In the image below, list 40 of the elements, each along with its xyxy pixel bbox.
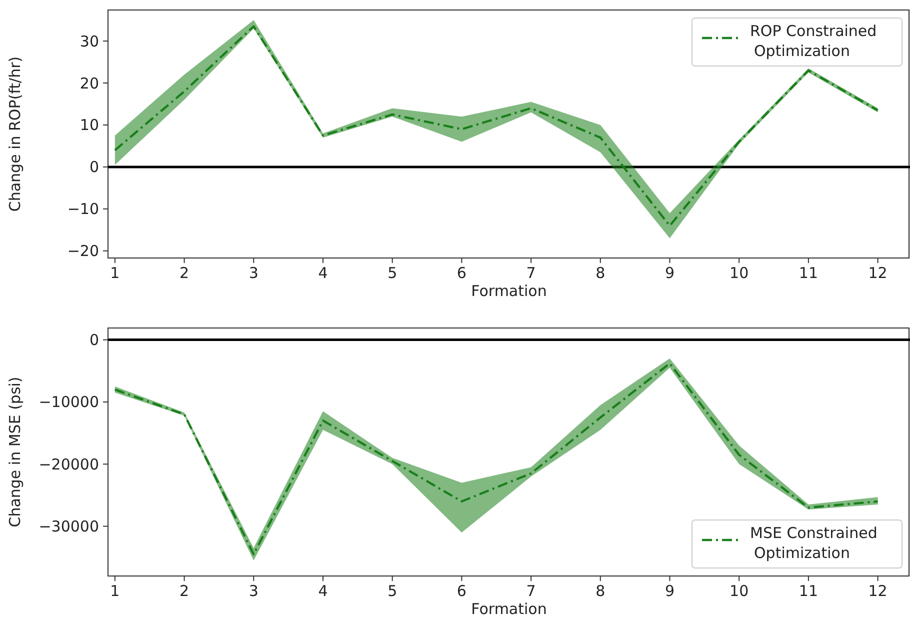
- x-axis-title: Formation: [471, 600, 547, 618]
- y-tick-label: 20: [80, 74, 99, 92]
- x-axis-title: Formation: [471, 282, 547, 300]
- x-tick-label: 5: [388, 264, 398, 282]
- x-tick-label: 1: [110, 264, 120, 282]
- x-tick-label: 9: [664, 264, 675, 282]
- x-tick-label: 6: [456, 264, 466, 282]
- x-tick-label: 1: [110, 582, 120, 600]
- x-tick-label: 7: [526, 582, 536, 600]
- y-tick-label: 10: [80, 116, 99, 134]
- y-tick-label: −30000: [38, 518, 99, 536]
- y-tick-label: −10000: [38, 393, 99, 412]
- x-tick-label: 3: [248, 264, 258, 282]
- x-tick-label: 9: [664, 582, 675, 600]
- x-tick-label: 10: [730, 264, 749, 282]
- x-tick-label: 12: [868, 264, 888, 282]
- x-tick-label: 11: [798, 582, 818, 600]
- legend-label: MSE Constrained Optimization: [750, 524, 878, 562]
- x-tick-label: 2: [180, 582, 190, 600]
- x-tick-label: 8: [596, 582, 606, 600]
- x-tick-label: 2: [180, 264, 190, 282]
- y-axis-title: Change in ROP(ft/hr): [6, 56, 24, 212]
- y-tick-label: 0: [89, 331, 99, 350]
- y-tick-label: −20: [67, 242, 99, 260]
- x-tick-label: 8: [596, 264, 606, 282]
- x-tick-label: 4: [318, 582, 328, 600]
- y-tick-label: −20000: [38, 455, 99, 474]
- x-tick-label: 5: [388, 582, 398, 600]
- y-tick-label: −10: [67, 200, 99, 218]
- x-tick-label: 7: [526, 264, 536, 282]
- legend-label: ROP Constrained Optimization: [750, 22, 877, 60]
- y-tick-label: 0: [89, 158, 99, 176]
- x-tick-label: 12: [868, 582, 888, 600]
- x-tick-label: 6: [456, 582, 466, 600]
- y-axis-title: Change in MSE (psi): [6, 376, 24, 528]
- x-tick-label: 10: [730, 582, 749, 600]
- x-tick-label: 11: [798, 264, 818, 282]
- y-tick-label: 30: [80, 32, 99, 50]
- x-tick-label: 4: [318, 264, 328, 282]
- x-tick-label: 3: [248, 582, 258, 600]
